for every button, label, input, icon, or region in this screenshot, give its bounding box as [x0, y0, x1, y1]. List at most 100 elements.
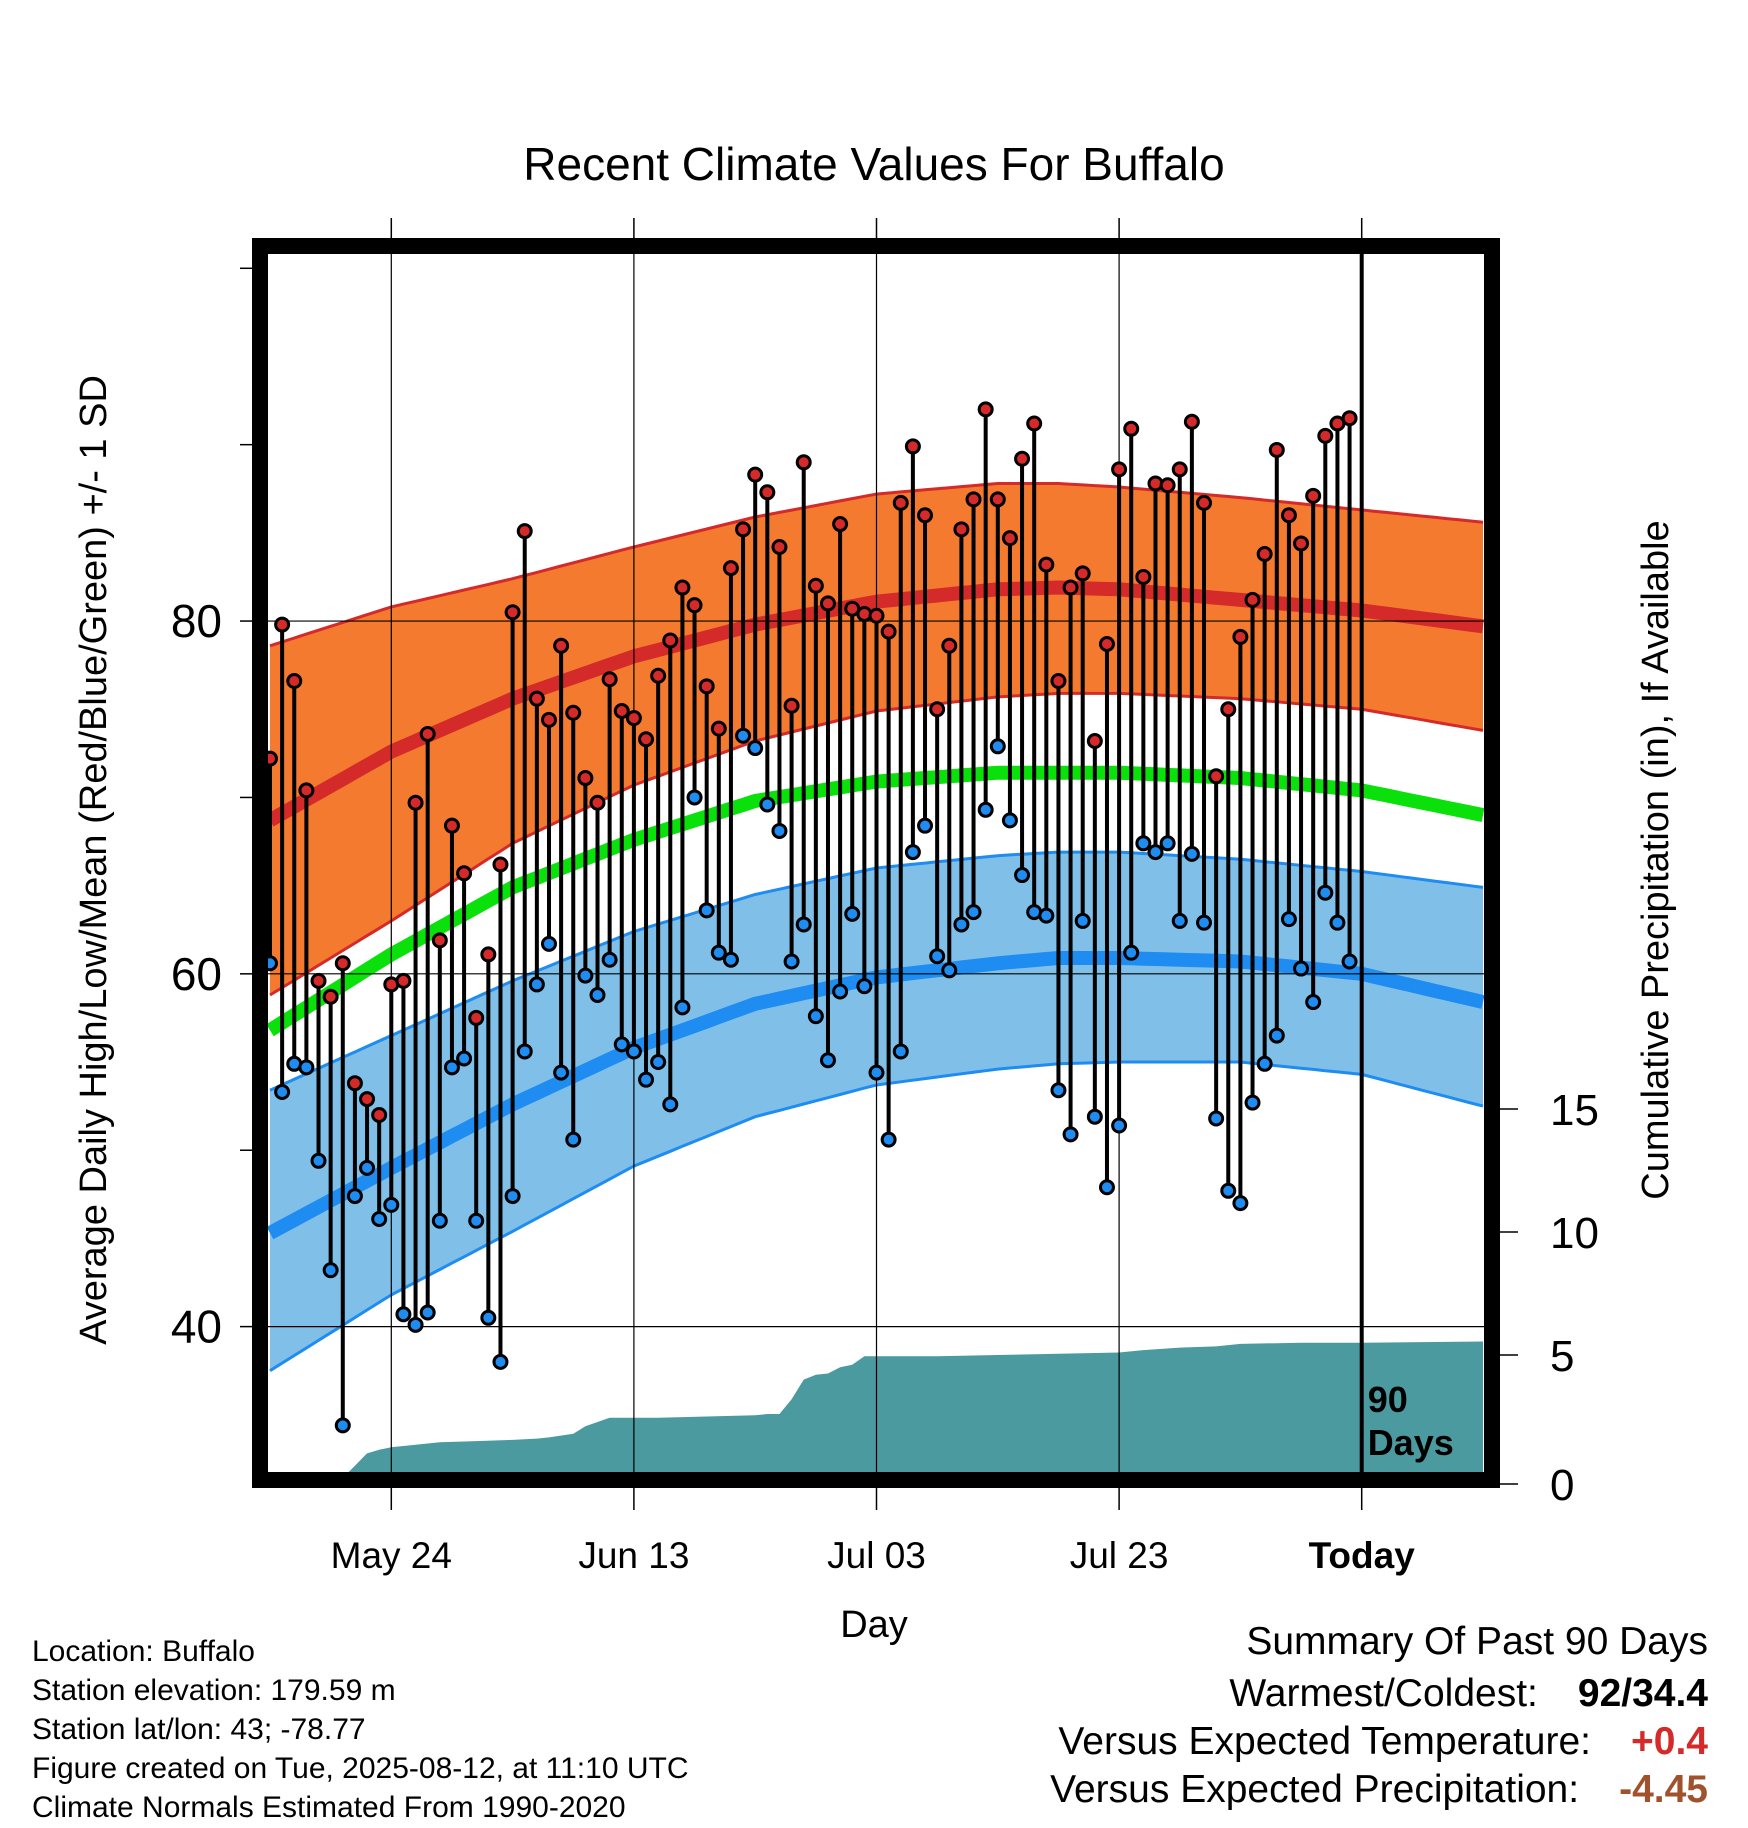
daily-low-point — [431, 1212, 448, 1229]
daily-high-point — [868, 607, 885, 624]
daily-high-point — [528, 690, 545, 707]
daily-low-point — [662, 1096, 679, 1113]
daily-high-point — [1123, 420, 1140, 437]
daily-low-point — [892, 1043, 909, 1060]
daily-low-point — [528, 976, 545, 993]
chart-title: Recent Climate Values For Buffalo — [523, 138, 1224, 190]
daily-high-point — [589, 794, 606, 811]
daily-high-point — [832, 516, 849, 533]
x-tick-label: Today — [1309, 1535, 1416, 1576]
created-text: Figure created on Tue, 2025-08-12, at 11… — [32, 1752, 689, 1785]
daily-high-point — [1305, 487, 1322, 504]
daily-low-point — [1098, 1179, 1115, 1196]
daily-high-point — [1268, 441, 1285, 458]
daily-low-point — [1086, 1108, 1103, 1125]
daily-high-point — [492, 856, 509, 873]
daily-high-point — [1038, 556, 1055, 573]
daily-low-point — [735, 727, 752, 744]
daily-high-point — [965, 491, 982, 508]
precip-row: Versus Expected Precipitation: -4.45 — [1050, 1766, 1708, 1814]
daily-high-point — [917, 507, 934, 524]
daily-high-point — [1026, 415, 1043, 432]
y-axis-label: Average Daily High/Low/Mean (Red/Blue/Gr… — [73, 375, 115, 1345]
daily-low-point — [601, 951, 618, 968]
daily-low-point — [589, 987, 606, 1003]
daily-high-point — [407, 794, 424, 811]
daily-low-point — [1293, 960, 1310, 977]
daily-low-point — [274, 1084, 291, 1101]
warmest-label: Warmest/Coldest: — [1229, 1672, 1538, 1715]
y2-tick-label: 5 — [1550, 1332, 1574, 1381]
daily-low-point — [480, 1309, 497, 1326]
daily-high-point — [480, 946, 497, 963]
daily-low-point — [504, 1188, 521, 1205]
daily-high-point — [274, 616, 291, 633]
daily-low-point — [1183, 845, 1200, 862]
daily-high-point — [1183, 413, 1200, 430]
x-tick-label: May 24 — [331, 1535, 452, 1576]
daily-low-point — [516, 1043, 533, 1060]
y-tick-label: 80 — [171, 595, 222, 647]
temp-row: Versus Expected Temperature: +0.4 — [1050, 1718, 1708, 1766]
daily-low-point — [625, 1043, 642, 1060]
y2-tick-label: 10 — [1550, 1209, 1599, 1258]
daily-high-point — [929, 701, 946, 718]
daily-low-point — [1111, 1117, 1128, 1134]
daily-low-point — [868, 1064, 885, 1081]
y2-tick-label: 0 — [1550, 1461, 1574, 1510]
summary-panel: Summary Of Past 90 Days Warmest/Coldest:… — [1050, 1618, 1708, 1814]
daily-high-point — [419, 725, 436, 742]
daily-high-point — [710, 720, 727, 737]
daily-low-point — [1196, 914, 1213, 931]
daily-high-point — [504, 604, 521, 621]
daily-low-point — [419, 1304, 436, 1321]
warmest-row: Warmest/Coldest: 92/34.4 — [1050, 1670, 1708, 1718]
daily-high-point — [1135, 568, 1152, 585]
daily-high-point — [1196, 494, 1213, 511]
daily-low-point — [977, 801, 994, 818]
daily-high-point — [1220, 701, 1237, 718]
daily-low-point — [686, 789, 703, 806]
daily-low-point — [1062, 1126, 1079, 1143]
daily-high-point — [371, 1106, 388, 1123]
daily-low-point — [1050, 1082, 1067, 1099]
y2-axis-label: Cumulative Precipitation (in), If Availa… — [1635, 520, 1677, 1199]
daily-high-point — [662, 632, 679, 649]
y-tick-label: 40 — [171, 1301, 222, 1353]
daily-high-point — [941, 637, 958, 654]
location-text: Location: Buffalo — [32, 1635, 255, 1668]
daily-high-point — [286, 673, 303, 690]
daily-low-point — [904, 844, 921, 861]
daily-high-point — [771, 538, 788, 555]
daily-low-point — [1329, 914, 1346, 931]
daily-low-point — [953, 916, 970, 933]
daily-high-point — [395, 972, 412, 989]
temp-value: +0.4 — [1631, 1720, 1708, 1763]
daily-low-point — [710, 944, 727, 961]
daily-low-point — [819, 1052, 836, 1069]
daily-high-point — [1001, 530, 1018, 547]
daily-high-point — [989, 491, 1006, 508]
daily-low-point — [722, 951, 739, 968]
daily-low-point — [1232, 1195, 1249, 1212]
daily-low-point — [638, 1071, 655, 1088]
daily-high-point — [310, 972, 327, 989]
daily-low-point — [1014, 867, 1031, 884]
daily-high-point — [1098, 635, 1115, 652]
daily-high-point — [735, 521, 752, 538]
daily-low-point — [383, 1196, 400, 1213]
daily-low-point — [880, 1131, 897, 1148]
daily-high-point — [1062, 579, 1079, 596]
daily-high-point — [601, 671, 618, 688]
daily-low-point — [395, 1306, 412, 1323]
daily-low-point — [917, 817, 934, 834]
daily-high-point — [686, 597, 703, 614]
daily-high-point — [1014, 450, 1031, 467]
daily-high-point — [298, 782, 315, 799]
daily-high-point — [322, 988, 339, 1005]
daily-high-point — [674, 579, 691, 596]
daily-high-point — [807, 577, 824, 594]
daily-low-point — [492, 1353, 509, 1370]
daily-low-point — [443, 1059, 460, 1076]
